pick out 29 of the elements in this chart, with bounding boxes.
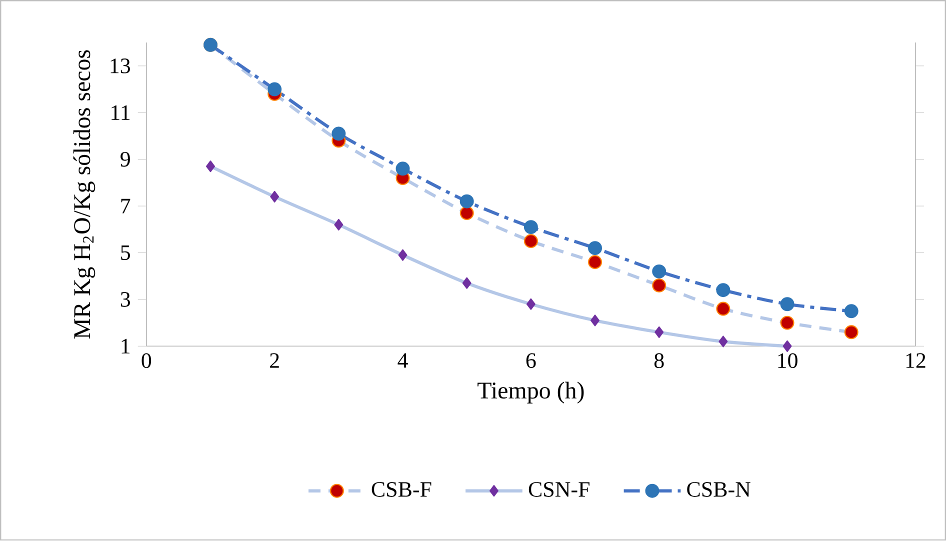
y-tick-label: 5 bbox=[121, 246, 130, 260]
x-tick-label: 10 bbox=[778, 353, 798, 368]
y-tick-label: 11 bbox=[112, 106, 130, 120]
y-tick-label: 3 bbox=[120, 292, 130, 308]
point bbox=[396, 162, 410, 176]
x-tick-label: 6 bbox=[526, 353, 536, 368]
x-tick-label: 8 bbox=[654, 353, 664, 368]
legend-label: CSN-F bbox=[528, 482, 590, 498]
x-tick-label: 4 bbox=[398, 353, 408, 368]
x-axis-title: Tiempo (h) bbox=[478, 382, 584, 404]
y-tick-label: 13 bbox=[110, 58, 130, 74]
legend-label: CSB-F bbox=[372, 482, 432, 498]
point bbox=[268, 82, 282, 96]
point bbox=[588, 241, 602, 256]
legend-label: CSB-N bbox=[687, 482, 750, 498]
point bbox=[524, 220, 538, 234]
y-tick-label: 9 bbox=[120, 152, 130, 167]
x-tick-label: 2 bbox=[270, 353, 279, 368]
y-axis-title: MR Kg H$_{2}$O/Kg sólidos secos bbox=[73, 50, 96, 339]
y-tick-label: 1 bbox=[122, 339, 130, 354]
point bbox=[716, 283, 730, 298]
y-tick-label: 7 bbox=[121, 199, 130, 214]
point bbox=[844, 304, 858, 318]
point bbox=[780, 297, 794, 312]
point bbox=[460, 194, 474, 209]
point bbox=[652, 264, 666, 279]
x-tick-label: 12 bbox=[906, 353, 926, 368]
x-tick-label: 0 bbox=[142, 353, 152, 368]
point bbox=[332, 126, 346, 141]
